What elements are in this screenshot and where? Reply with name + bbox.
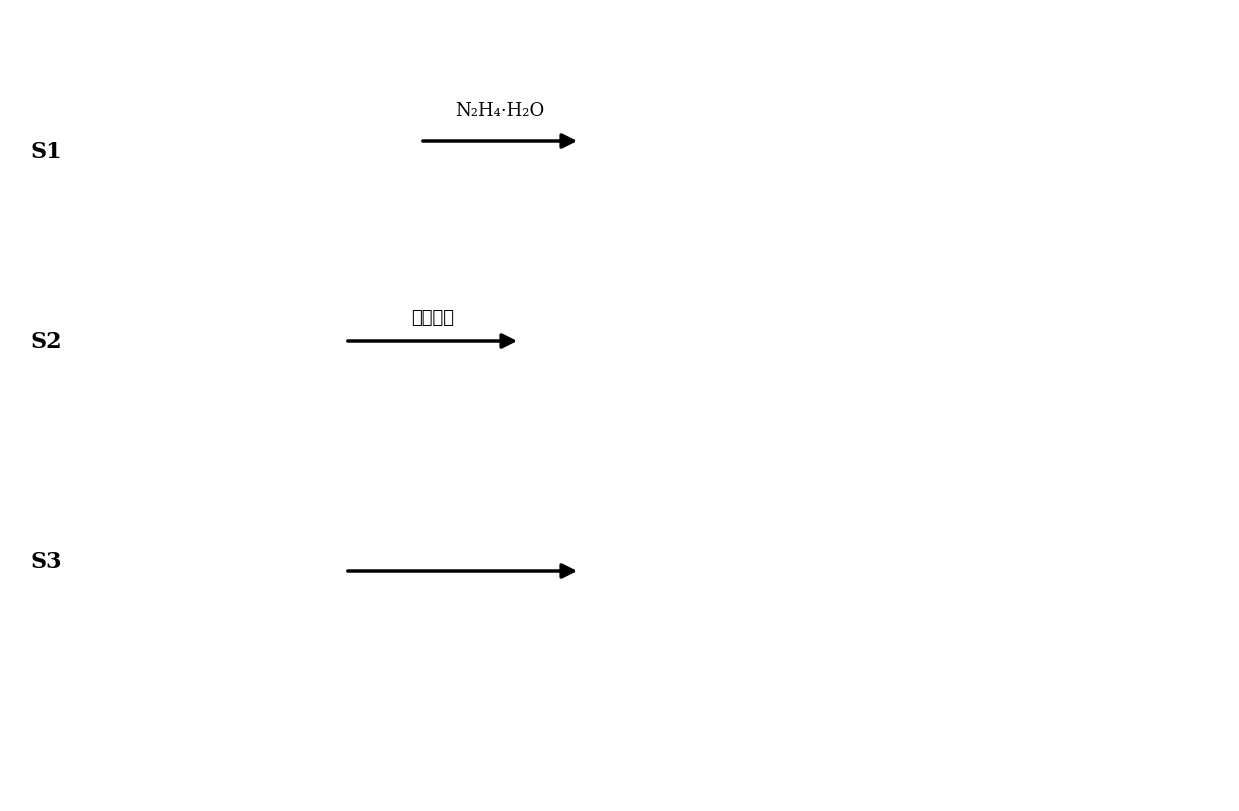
Text: S1: S1	[30, 141, 62, 163]
Text: N₂H₄·H₂O: N₂H₄·H₂O	[456, 102, 545, 120]
Text: 乌洛托品: 乌洛托品	[411, 309, 453, 327]
Text: S2: S2	[30, 331, 62, 353]
Text: S3: S3	[30, 551, 62, 573]
